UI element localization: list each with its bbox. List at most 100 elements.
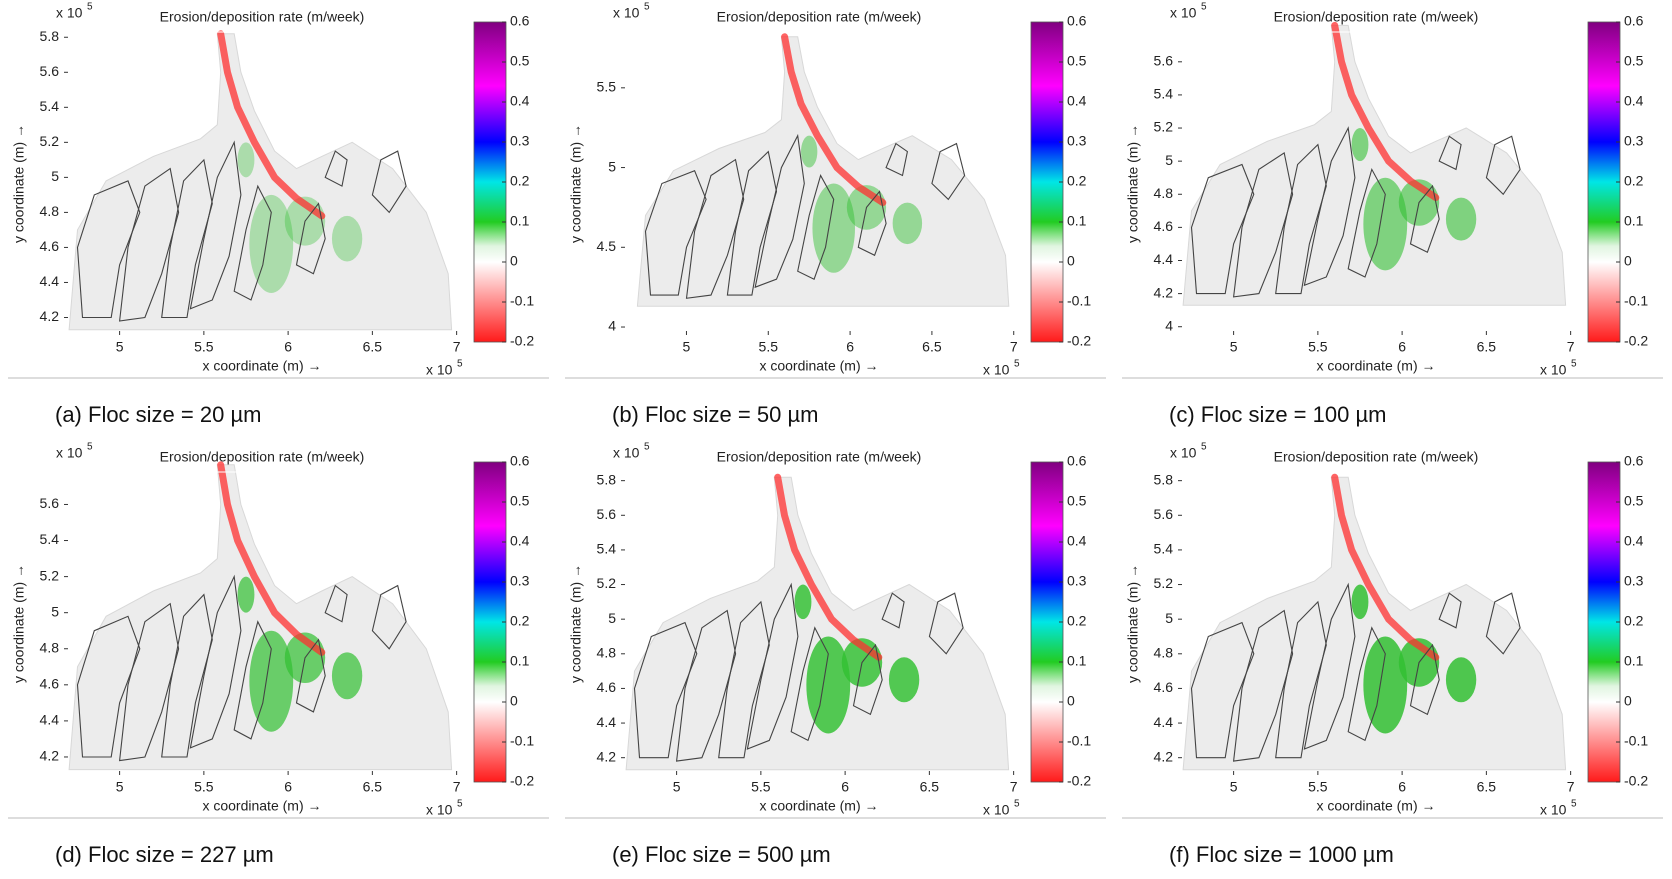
colorbar-tick-label: -0.1 bbox=[1067, 293, 1091, 309]
colorbar-tick-label: 0.1 bbox=[1624, 213, 1644, 229]
erosion-channel bbox=[781, 33, 887, 207]
panel-caption: (a) Floc size = 20 µm bbox=[55, 402, 261, 427]
colorbar-tick-label: 0.6 bbox=[510, 13, 530, 29]
map-domain bbox=[636, 36, 1010, 307]
erosion-channel bbox=[217, 461, 326, 656]
deposition-area bbox=[1351, 128, 1369, 162]
y-axis-label: y coordinate (m) → bbox=[568, 124, 584, 243]
colorbar-tick-label: 0.2 bbox=[1624, 613, 1644, 629]
deposition-area bbox=[888, 657, 920, 703]
coastline bbox=[1409, 643, 1440, 716]
x-tick-label: 7 bbox=[1010, 779, 1018, 795]
colorbar-tick-label: -0.2 bbox=[510, 333, 534, 349]
colorbar-tick-label: 0.5 bbox=[1624, 493, 1644, 509]
y-tick-label: 5.2 bbox=[40, 133, 60, 149]
coastline bbox=[118, 167, 180, 322]
y-tick-label: 5.2 bbox=[40, 567, 60, 583]
coastline bbox=[1303, 126, 1356, 287]
y-tick-label: 4.2 bbox=[1154, 284, 1174, 300]
coastline bbox=[644, 169, 707, 296]
y-tick-label: 5.4 bbox=[40, 531, 60, 547]
panel-caption: (e) Floc size = 500 µm bbox=[612, 842, 831, 867]
x-multiplier: x 10 bbox=[426, 362, 453, 378]
coastline bbox=[1275, 143, 1327, 295]
deposition-area bbox=[812, 183, 855, 273]
erosion-channel bbox=[1331, 473, 1440, 661]
colorbar bbox=[1030, 461, 1064, 783]
coastline bbox=[189, 140, 242, 310]
y-axis-label: y coordinate (m) → bbox=[11, 124, 27, 243]
colorbar-tick-label: 0.5 bbox=[1624, 53, 1644, 69]
x-axis-label: x coordinate (m) → bbox=[759, 798, 878, 814]
panel: Erosion/deposition rate (m/week) 5 5.5 6 6.5… bbox=[8, 2, 549, 427]
colorbar-tick-label: 0.1 bbox=[1624, 653, 1644, 669]
x-tick-label: 5.5 bbox=[194, 779, 214, 795]
x-axis-label: x coordinate (m) → bbox=[202, 798, 321, 814]
coastline bbox=[633, 621, 698, 759]
coastline bbox=[295, 638, 326, 713]
deposition-area bbox=[1363, 636, 1408, 734]
colorbar-tick-label: 0.3 bbox=[510, 133, 530, 149]
coastline bbox=[76, 615, 141, 758]
y-tick-label: 4.5 bbox=[597, 238, 617, 254]
coastline bbox=[790, 626, 829, 742]
y-multiplier: x 10 bbox=[56, 5, 83, 21]
x-exponent: 5 bbox=[1571, 359, 1577, 370]
colorbar-tick-label: -0.1 bbox=[510, 293, 534, 309]
coastline bbox=[1275, 600, 1327, 759]
colorbar-tick-label: 0.2 bbox=[1067, 613, 1087, 629]
x-multiplier: x 10 bbox=[983, 802, 1010, 818]
y-tick-label: 5 bbox=[1165, 152, 1173, 168]
colorbar-tick-label: 0.2 bbox=[1624, 173, 1644, 189]
coastline bbox=[857, 190, 887, 257]
colorbar-tick-label: 0.2 bbox=[1067, 173, 1087, 189]
x-multiplier: x 10 bbox=[426, 802, 453, 818]
plot-frame bbox=[1177, 31, 1575, 336]
colorbar-tick-label: 0.6 bbox=[1067, 453, 1087, 469]
y-multiplier: x 10 bbox=[613, 5, 640, 21]
x-multiplier: x 10 bbox=[1540, 362, 1567, 378]
colorbar bbox=[1587, 461, 1621, 783]
y-tick-label: 5 bbox=[51, 168, 59, 184]
coastline bbox=[1485, 135, 1521, 196]
coastline bbox=[675, 609, 737, 762]
y-exponent: 5 bbox=[1201, 2, 1207, 13]
y-tick-label: 4.6 bbox=[40, 676, 60, 692]
x-tick-label: 6.5 bbox=[920, 779, 940, 795]
x-tick-label: 6.5 bbox=[922, 339, 942, 355]
colorbar-tick-label: 0 bbox=[510, 253, 518, 269]
coastline bbox=[726, 150, 778, 296]
coastline bbox=[1438, 592, 1462, 629]
colorbar-tick-label: -0.2 bbox=[510, 773, 534, 789]
colorbar-tick-label: 0.5 bbox=[1067, 493, 1087, 509]
y-tick-label: 5.8 bbox=[597, 471, 617, 487]
map-domain bbox=[68, 33, 453, 331]
y-tick-label: 4.6 bbox=[40, 238, 60, 254]
x-tick-label: 7 bbox=[1567, 339, 1575, 355]
colorbar-tick-label: 0.3 bbox=[510, 573, 530, 589]
x-tick-label: 5 bbox=[683, 339, 691, 355]
x-axis-label: x coordinate (m) → bbox=[759, 358, 878, 374]
y-tick-label: 4.8 bbox=[40, 639, 60, 655]
y-tick-label: 4.6 bbox=[1154, 218, 1174, 234]
x-tick-label: 7 bbox=[453, 779, 461, 795]
coastline bbox=[1232, 151, 1294, 298]
deposition-area bbox=[331, 652, 363, 700]
colorbar-tick-label: 0.4 bbox=[1624, 533, 1644, 549]
x-tick-label: 6 bbox=[841, 779, 849, 795]
x-tick-label: 6.5 bbox=[1477, 339, 1497, 355]
x-tick-label: 5 bbox=[1230, 339, 1238, 355]
coastline bbox=[746, 582, 799, 750]
y-exponent: 5 bbox=[1201, 442, 1207, 453]
x-tick-label: 7 bbox=[1010, 339, 1018, 355]
y-tick-label: 5 bbox=[608, 610, 616, 626]
coastline bbox=[324, 150, 348, 187]
y-multiplier: x 10 bbox=[56, 445, 83, 461]
panel: Erosion/deposition rate (m/week) 5 5.5 6 6.5… bbox=[8, 442, 549, 867]
coastline bbox=[928, 592, 964, 655]
colorbar-tick-label: 0.3 bbox=[1624, 133, 1644, 149]
coastline bbox=[1438, 135, 1462, 171]
deposition-area bbox=[1351, 584, 1369, 620]
y-tick-label: 5 bbox=[1165, 610, 1173, 626]
plot-title: Erosion/deposition rate (m/week) bbox=[717, 449, 922, 465]
